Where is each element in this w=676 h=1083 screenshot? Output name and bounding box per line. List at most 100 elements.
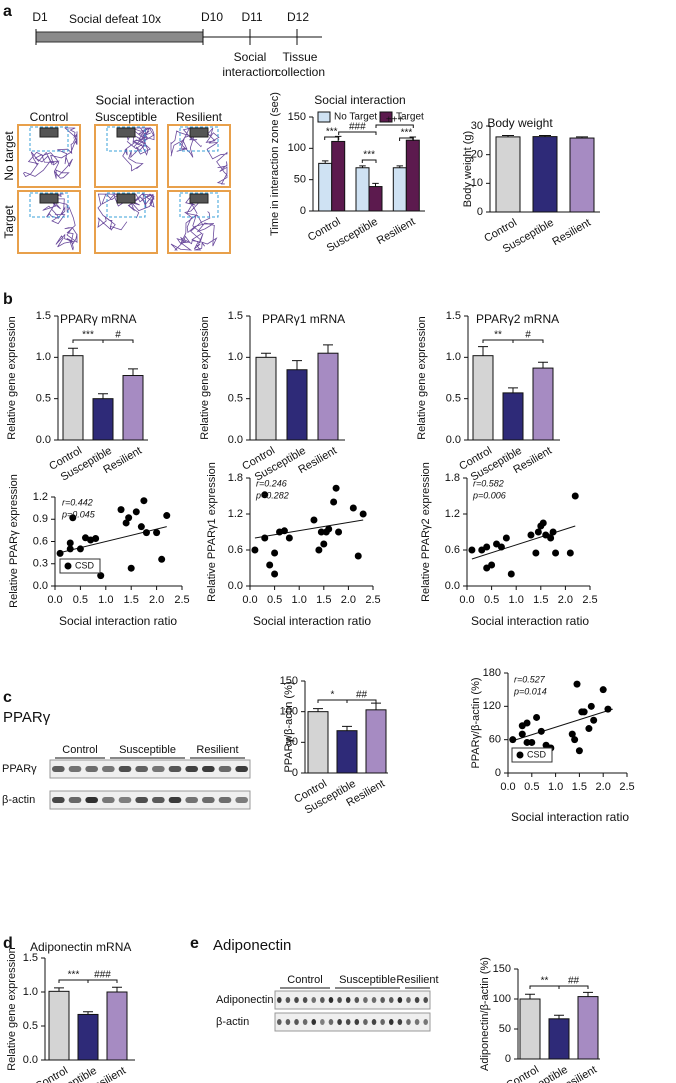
x-tick-label: 1.5 <box>572 781 587 793</box>
y-tick-label: 0.3 <box>33 558 48 570</box>
sig-label: *** <box>363 150 375 161</box>
event-label: Social <box>234 50 267 64</box>
blot-band <box>311 997 317 1003</box>
point <box>158 555 166 563</box>
blot-title: Adiponectin <box>213 937 291 954</box>
x-tick-label: 0.0 <box>459 594 474 606</box>
sig-label: ### <box>349 122 366 133</box>
error-bar <box>525 993 535 999</box>
x-tick-label: 1.5 <box>316 594 331 606</box>
blot-band <box>118 797 132 803</box>
blot-band <box>363 997 368 1003</box>
x-tick-label: 1.0 <box>548 781 563 793</box>
point <box>488 561 496 569</box>
point <box>599 686 607 694</box>
y-axis-label: Relative PPARγ expression <box>8 474 20 608</box>
point <box>285 534 293 542</box>
blot-band <box>388 997 394 1003</box>
point <box>527 531 535 539</box>
bar <box>286 369 308 441</box>
blot-band <box>277 997 282 1003</box>
bar <box>307 711 329 774</box>
sig-label: ** <box>494 330 502 341</box>
y-tick-label: 0.5 <box>446 393 461 405</box>
x-tick-label: 2.0 <box>341 594 356 606</box>
legend-label: Target <box>396 112 424 123</box>
point <box>359 510 367 518</box>
point <box>330 498 338 506</box>
point <box>251 546 259 554</box>
blot-group: Control <box>62 744 97 756</box>
x-tick-label: 2.5 <box>582 594 597 606</box>
blot-band <box>152 766 165 772</box>
sig-label: * <box>331 690 335 701</box>
x-tick-label: 2.0 <box>149 594 164 606</box>
blot-strip <box>274 1012 431 1032</box>
blot-band <box>337 1019 342 1025</box>
y-axis-label: Relative gene expression <box>6 316 18 440</box>
y-tick-label: 1.0 <box>446 351 461 363</box>
bar <box>92 398 114 441</box>
y-tick-label: 1.8 <box>445 472 460 484</box>
x-tick-label: 1.0 <box>292 594 307 606</box>
y-axis-label: Adiponectin/β-actin (%) <box>479 957 491 1071</box>
error-bar <box>313 708 323 712</box>
x-tick-label: Resilient <box>375 216 418 247</box>
point <box>532 549 540 557</box>
sig-bracket <box>338 131 377 135</box>
point <box>518 730 526 738</box>
legend-box <box>511 747 553 763</box>
bar <box>532 136 558 213</box>
track <box>22 127 78 179</box>
sig-label: ## <box>356 690 368 701</box>
x-tick-label: 2.5 <box>365 594 380 606</box>
tracking-title: Social interaction <box>96 92 195 107</box>
blot-band <box>235 797 248 803</box>
error-bar <box>323 344 333 354</box>
blot-band <box>311 1019 317 1025</box>
sig-label: ## <box>568 976 580 987</box>
panel-label: a <box>3 3 12 20</box>
x-tick-label: Resilient <box>550 217 593 248</box>
point <box>97 572 105 580</box>
chart-title: Body weight <box>487 116 553 130</box>
x-tick-label: 1.0 <box>509 594 524 606</box>
bar <box>336 730 358 774</box>
blot-band <box>102 766 115 772</box>
blot-band <box>414 1019 420 1025</box>
point <box>56 549 64 557</box>
y-axis-label: Relative gene expression <box>6 947 18 1071</box>
error-bar <box>128 368 138 376</box>
sig-bracket <box>375 124 414 128</box>
blot-band <box>414 997 420 1003</box>
y-tick-label: 0.0 <box>228 580 243 592</box>
blot-band <box>380 1019 385 1025</box>
y-tick-label: 0 <box>292 767 298 779</box>
point <box>153 529 161 537</box>
track <box>97 193 155 231</box>
y-tick-label: 0 <box>477 206 483 218</box>
point <box>140 497 148 505</box>
point <box>571 736 579 744</box>
cage <box>39 193 59 204</box>
sig-bracket <box>102 339 134 343</box>
point <box>332 484 340 492</box>
row-label: No target <box>2 131 16 181</box>
blot-group: Resilient <box>196 744 238 756</box>
point <box>533 713 541 721</box>
x-tick-label: 2.0 <box>558 594 573 606</box>
error-bar <box>576 136 588 139</box>
panel-label: d <box>3 935 13 952</box>
x-tick-label: 2.5 <box>619 781 634 793</box>
trend-line <box>512 708 613 742</box>
sig-label: *** <box>82 330 94 341</box>
sig-bracket <box>512 339 544 343</box>
blot-band <box>202 797 215 803</box>
error-bar <box>321 160 329 164</box>
blot-band <box>152 797 165 803</box>
point <box>142 529 150 537</box>
bar <box>48 990 70 1061</box>
bar <box>577 996 599 1060</box>
y-tick-label: 50 <box>286 736 298 748</box>
